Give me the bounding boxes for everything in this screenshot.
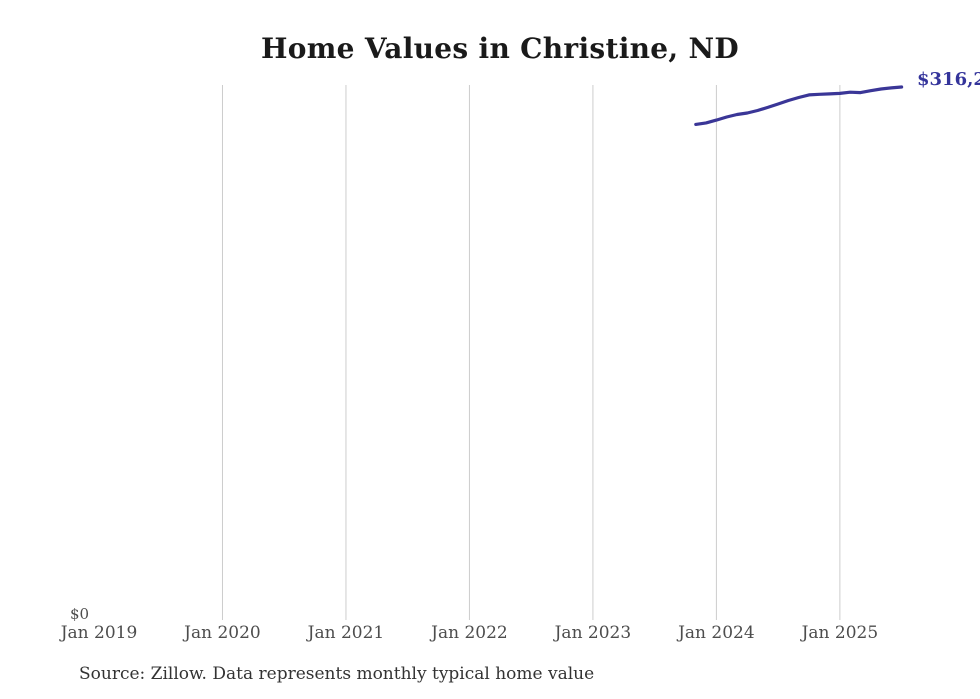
x-axis-tick-label: Jan 2025 — [801, 623, 879, 643]
x-axis-tick-label: Jan 2019 — [60, 623, 138, 643]
x-axis-tick-label: Jan 2022 — [431, 623, 508, 643]
x-axis-tick-label: Jan 2021 — [307, 623, 385, 643]
gridlines-group — [221, 85, 841, 620]
home-value-series-line — [694, 85, 904, 127]
latest-value-label: $316,223 — [917, 69, 980, 90]
x-axis-tick-label: Jan 2023 — [554, 623, 632, 643]
page-title: Home Values in Christine, ND — [261, 32, 739, 65]
x-axis-tick-label: Jan 2020 — [184, 623, 261, 643]
source-note: Source: Zillow. Data represents monthly … — [79, 664, 595, 684]
y-axis-zero-label: $0 — [70, 605, 90, 623]
x-axis-tick-label: Jan 2024 — [678, 623, 755, 643]
